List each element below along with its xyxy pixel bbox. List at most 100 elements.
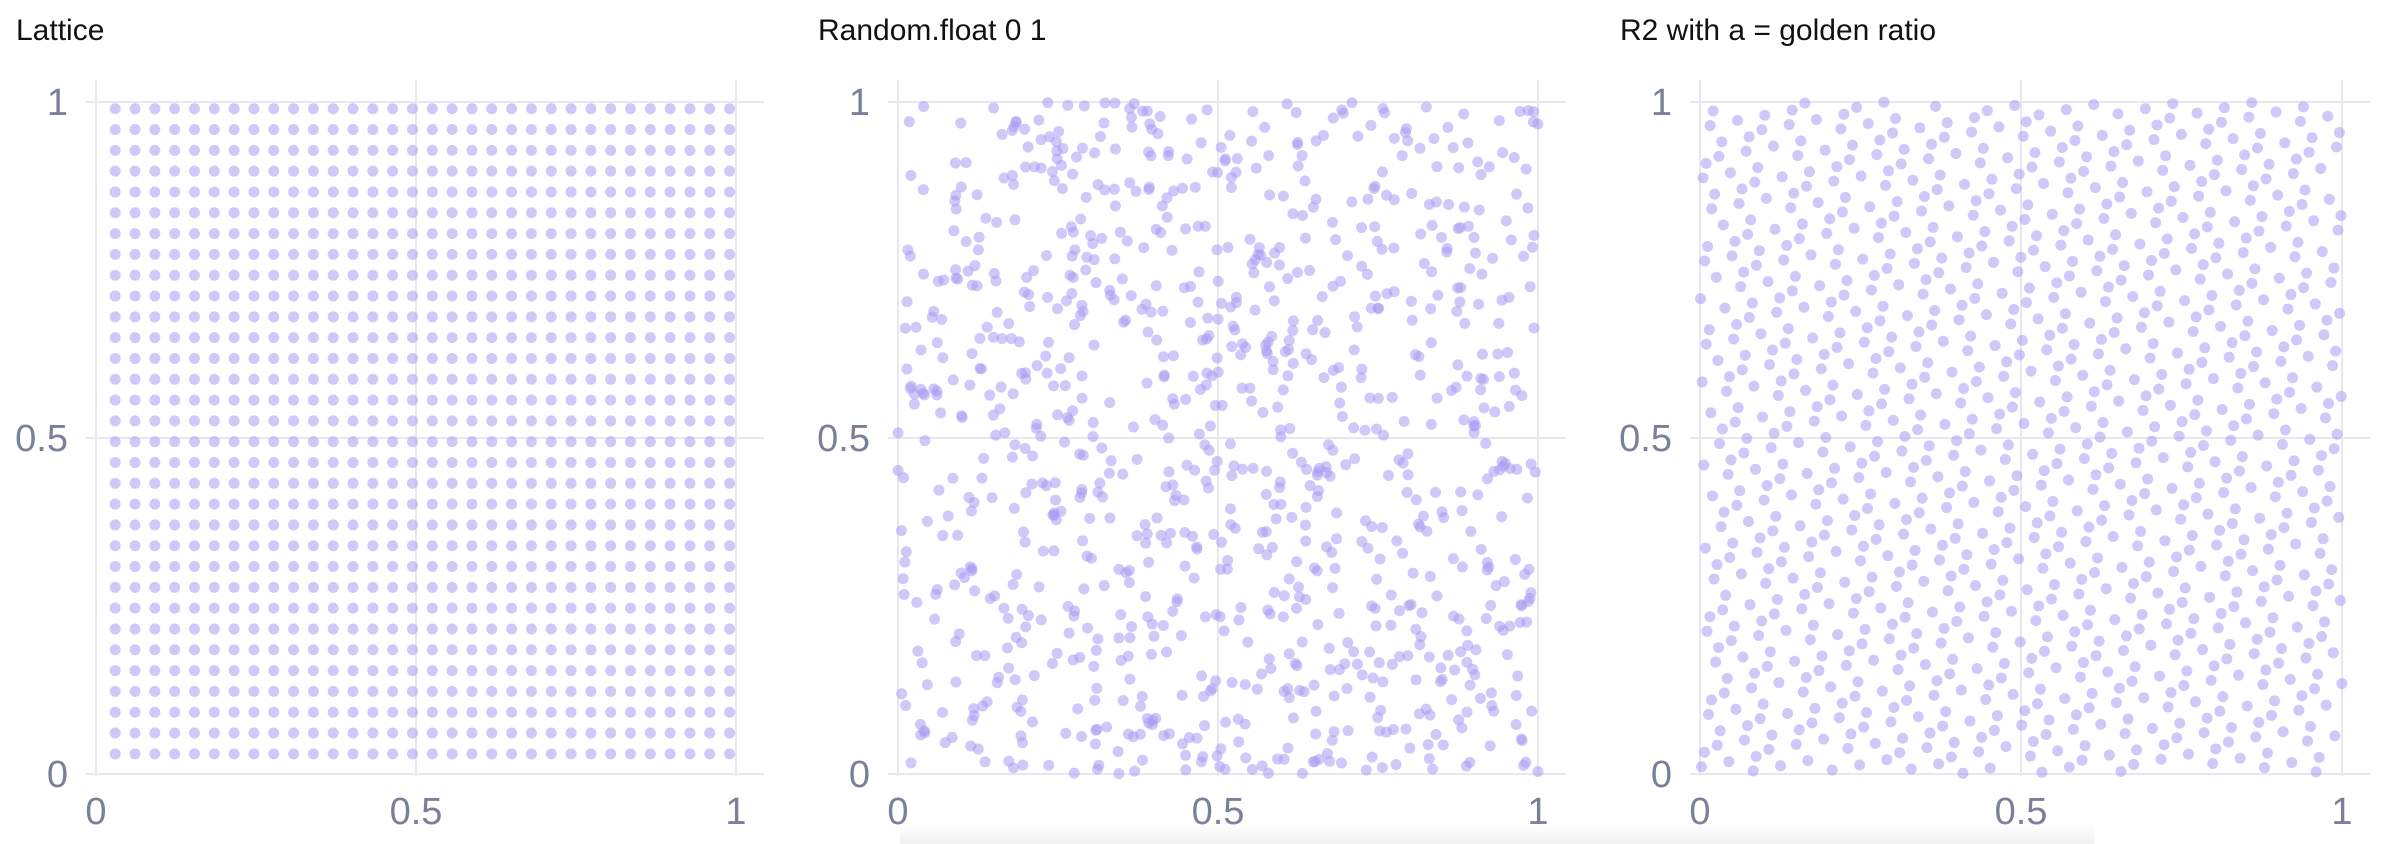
data-point (1167, 350, 1179, 362)
data-point (1703, 708, 1715, 720)
data-point (1211, 352, 1223, 364)
data-point (2317, 533, 2329, 545)
data-point (2197, 644, 2209, 656)
data-point (2319, 616, 2331, 628)
data-point (446, 415, 458, 427)
data-point (960, 236, 972, 248)
data-point (1124, 673, 1136, 685)
data-point (1768, 427, 1780, 439)
data-point (545, 144, 557, 156)
data-point (486, 269, 498, 281)
data-point (1410, 674, 1422, 686)
data-point (1883, 346, 1895, 358)
data-point (248, 394, 260, 406)
data-point (268, 644, 280, 656)
data-point (406, 228, 418, 240)
data-point (466, 394, 478, 406)
data-point (506, 561, 518, 573)
data-point (1007, 578, 1019, 590)
data-point (2239, 149, 2251, 161)
data-point (2128, 374, 2140, 386)
data-point (2236, 163, 2248, 175)
data-point (327, 311, 339, 323)
data-point (426, 269, 438, 281)
data-point (486, 228, 498, 240)
data-point (1982, 392, 1994, 404)
data-point (2249, 263, 2261, 275)
data-point (605, 394, 617, 406)
data-point (2256, 211, 2268, 223)
data-point (545, 269, 557, 281)
data-point (327, 498, 339, 510)
data-point (1231, 153, 1243, 165)
data-point (169, 248, 181, 260)
data-point (2252, 429, 2264, 441)
data-point (565, 394, 577, 406)
data-point (1145, 150, 1157, 162)
data-point (1771, 306, 1783, 318)
data-point (387, 665, 399, 677)
data-point (1282, 273, 1294, 285)
data-point (724, 623, 736, 635)
data-point (1264, 189, 1276, 201)
data-point (2141, 186, 2153, 198)
data-point (268, 290, 280, 302)
data-point (545, 706, 557, 718)
data-point (981, 696, 993, 708)
data-point (1240, 752, 1252, 764)
data-point (1233, 736, 1245, 748)
data-point (525, 706, 537, 718)
data-point (1806, 717, 1818, 729)
data-point (2228, 601, 2240, 613)
data-point (2257, 679, 2269, 691)
data-point (109, 644, 121, 656)
data-point (2054, 443, 2066, 455)
data-point (1005, 333, 1017, 345)
data-point (937, 530, 949, 542)
data-point (2187, 326, 2199, 338)
data-point (506, 623, 518, 635)
data-point (1711, 739, 1723, 751)
data-point (664, 456, 676, 468)
data-point (1101, 721, 1113, 733)
data-point (129, 623, 141, 635)
data-point (625, 373, 637, 385)
data-point (525, 727, 537, 739)
data-point (248, 477, 260, 489)
data-point (307, 269, 319, 281)
data-point (1251, 683, 1263, 695)
data-point (2171, 551, 2183, 563)
data-point (644, 207, 656, 219)
data-point (1940, 706, 1952, 718)
data-point (406, 623, 418, 635)
data-point (486, 207, 498, 219)
data-point (307, 290, 319, 302)
data-point (446, 561, 458, 573)
data-point (2259, 377, 2271, 389)
data-point (347, 207, 359, 219)
data-point (466, 352, 478, 364)
data-point (506, 103, 518, 115)
data-point (1201, 104, 1213, 116)
data-point (1701, 625, 1713, 637)
data-point (1096, 442, 1108, 454)
data-point (2243, 111, 2255, 123)
data-point (1716, 423, 1728, 435)
data-point (1995, 204, 2007, 216)
data-point (2019, 705, 2031, 717)
data-point (1016, 737, 1028, 749)
data-point (2258, 294, 2270, 306)
data-point (1333, 664, 1345, 676)
data-point (2207, 373, 2219, 385)
data-point (585, 477, 597, 489)
data-point (1191, 541, 1203, 553)
data-point (288, 394, 300, 406)
data-point (684, 165, 696, 177)
data-point (1842, 743, 1854, 755)
data-point (2309, 683, 2321, 695)
data-point (585, 623, 597, 635)
data-point (2195, 560, 2207, 572)
data-point (1933, 267, 1945, 279)
data-point (2095, 333, 2107, 345)
data-point (1465, 525, 1477, 537)
